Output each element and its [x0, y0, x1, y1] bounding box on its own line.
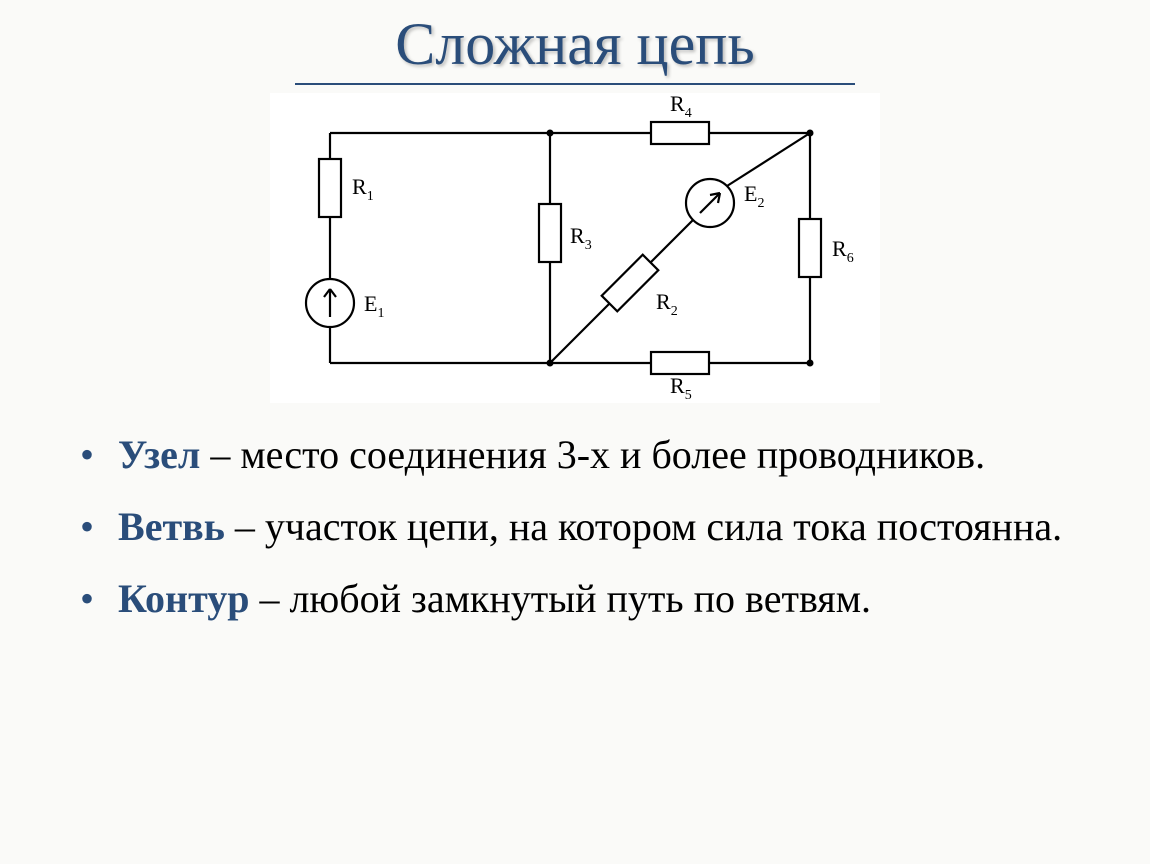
label-r5: R5: [670, 373, 692, 403]
resistor-r6: [799, 219, 821, 277]
bullet-item: • Контур – любой замкнутый путь по ветвя…: [80, 572, 1090, 626]
term: Ветвь: [118, 504, 225, 549]
label-r3: R3: [570, 223, 592, 253]
bullet-text: Контур – любой замкнутый путь по ветвям.: [118, 572, 1090, 626]
resistor-r2: [602, 255, 659, 312]
resistor-r3: [539, 204, 561, 262]
resistor-r4: [651, 122, 709, 144]
label-r2: R2: [656, 289, 678, 319]
slide-title: Сложная цепь: [295, 10, 855, 85]
resistor-r1: [319, 159, 341, 217]
term: Контур: [118, 576, 249, 621]
slide: Сложная цепь: [0, 0, 1150, 864]
bullet-item: • Ветвь – участок цепи, на котором сила …: [80, 500, 1090, 554]
bullet-marker-icon: •: [80, 572, 94, 626]
bullet-text: Ветвь – участок цепи, на котором сила то…: [118, 500, 1090, 554]
bullet-marker-icon: •: [80, 428, 94, 482]
bullet-marker-icon: •: [80, 500, 94, 554]
definition: – участок цепи, на котором сила тока пос…: [225, 504, 1062, 549]
definition: – любой замкнутый путь по ветвям.: [249, 576, 871, 621]
circuit-diagram-container: R1 E1 R3 R4 R6 R5 E2 R2: [60, 93, 1090, 408]
label-r6: R6: [832, 236, 854, 266]
bullet-text: Узел – место соединения 3-х и более пров…: [118, 428, 1090, 482]
label-e1: E1: [364, 291, 384, 321]
term: Узел: [118, 432, 200, 477]
label-e2: E2: [744, 181, 764, 211]
circuit-diagram: R1 E1 R3 R4 R6 R5 E2 R2: [270, 93, 880, 403]
bullet-item: • Узел – место соединения 3-х и более пр…: [80, 428, 1090, 482]
label-r4: R4: [670, 93, 692, 121]
resistor-r5: [651, 352, 709, 374]
label-r1: R1: [352, 174, 374, 204]
bullet-list: • Узел – место соединения 3-х и более пр…: [60, 428, 1090, 626]
definition: – место соединения 3-х и более проводник…: [200, 432, 985, 477]
